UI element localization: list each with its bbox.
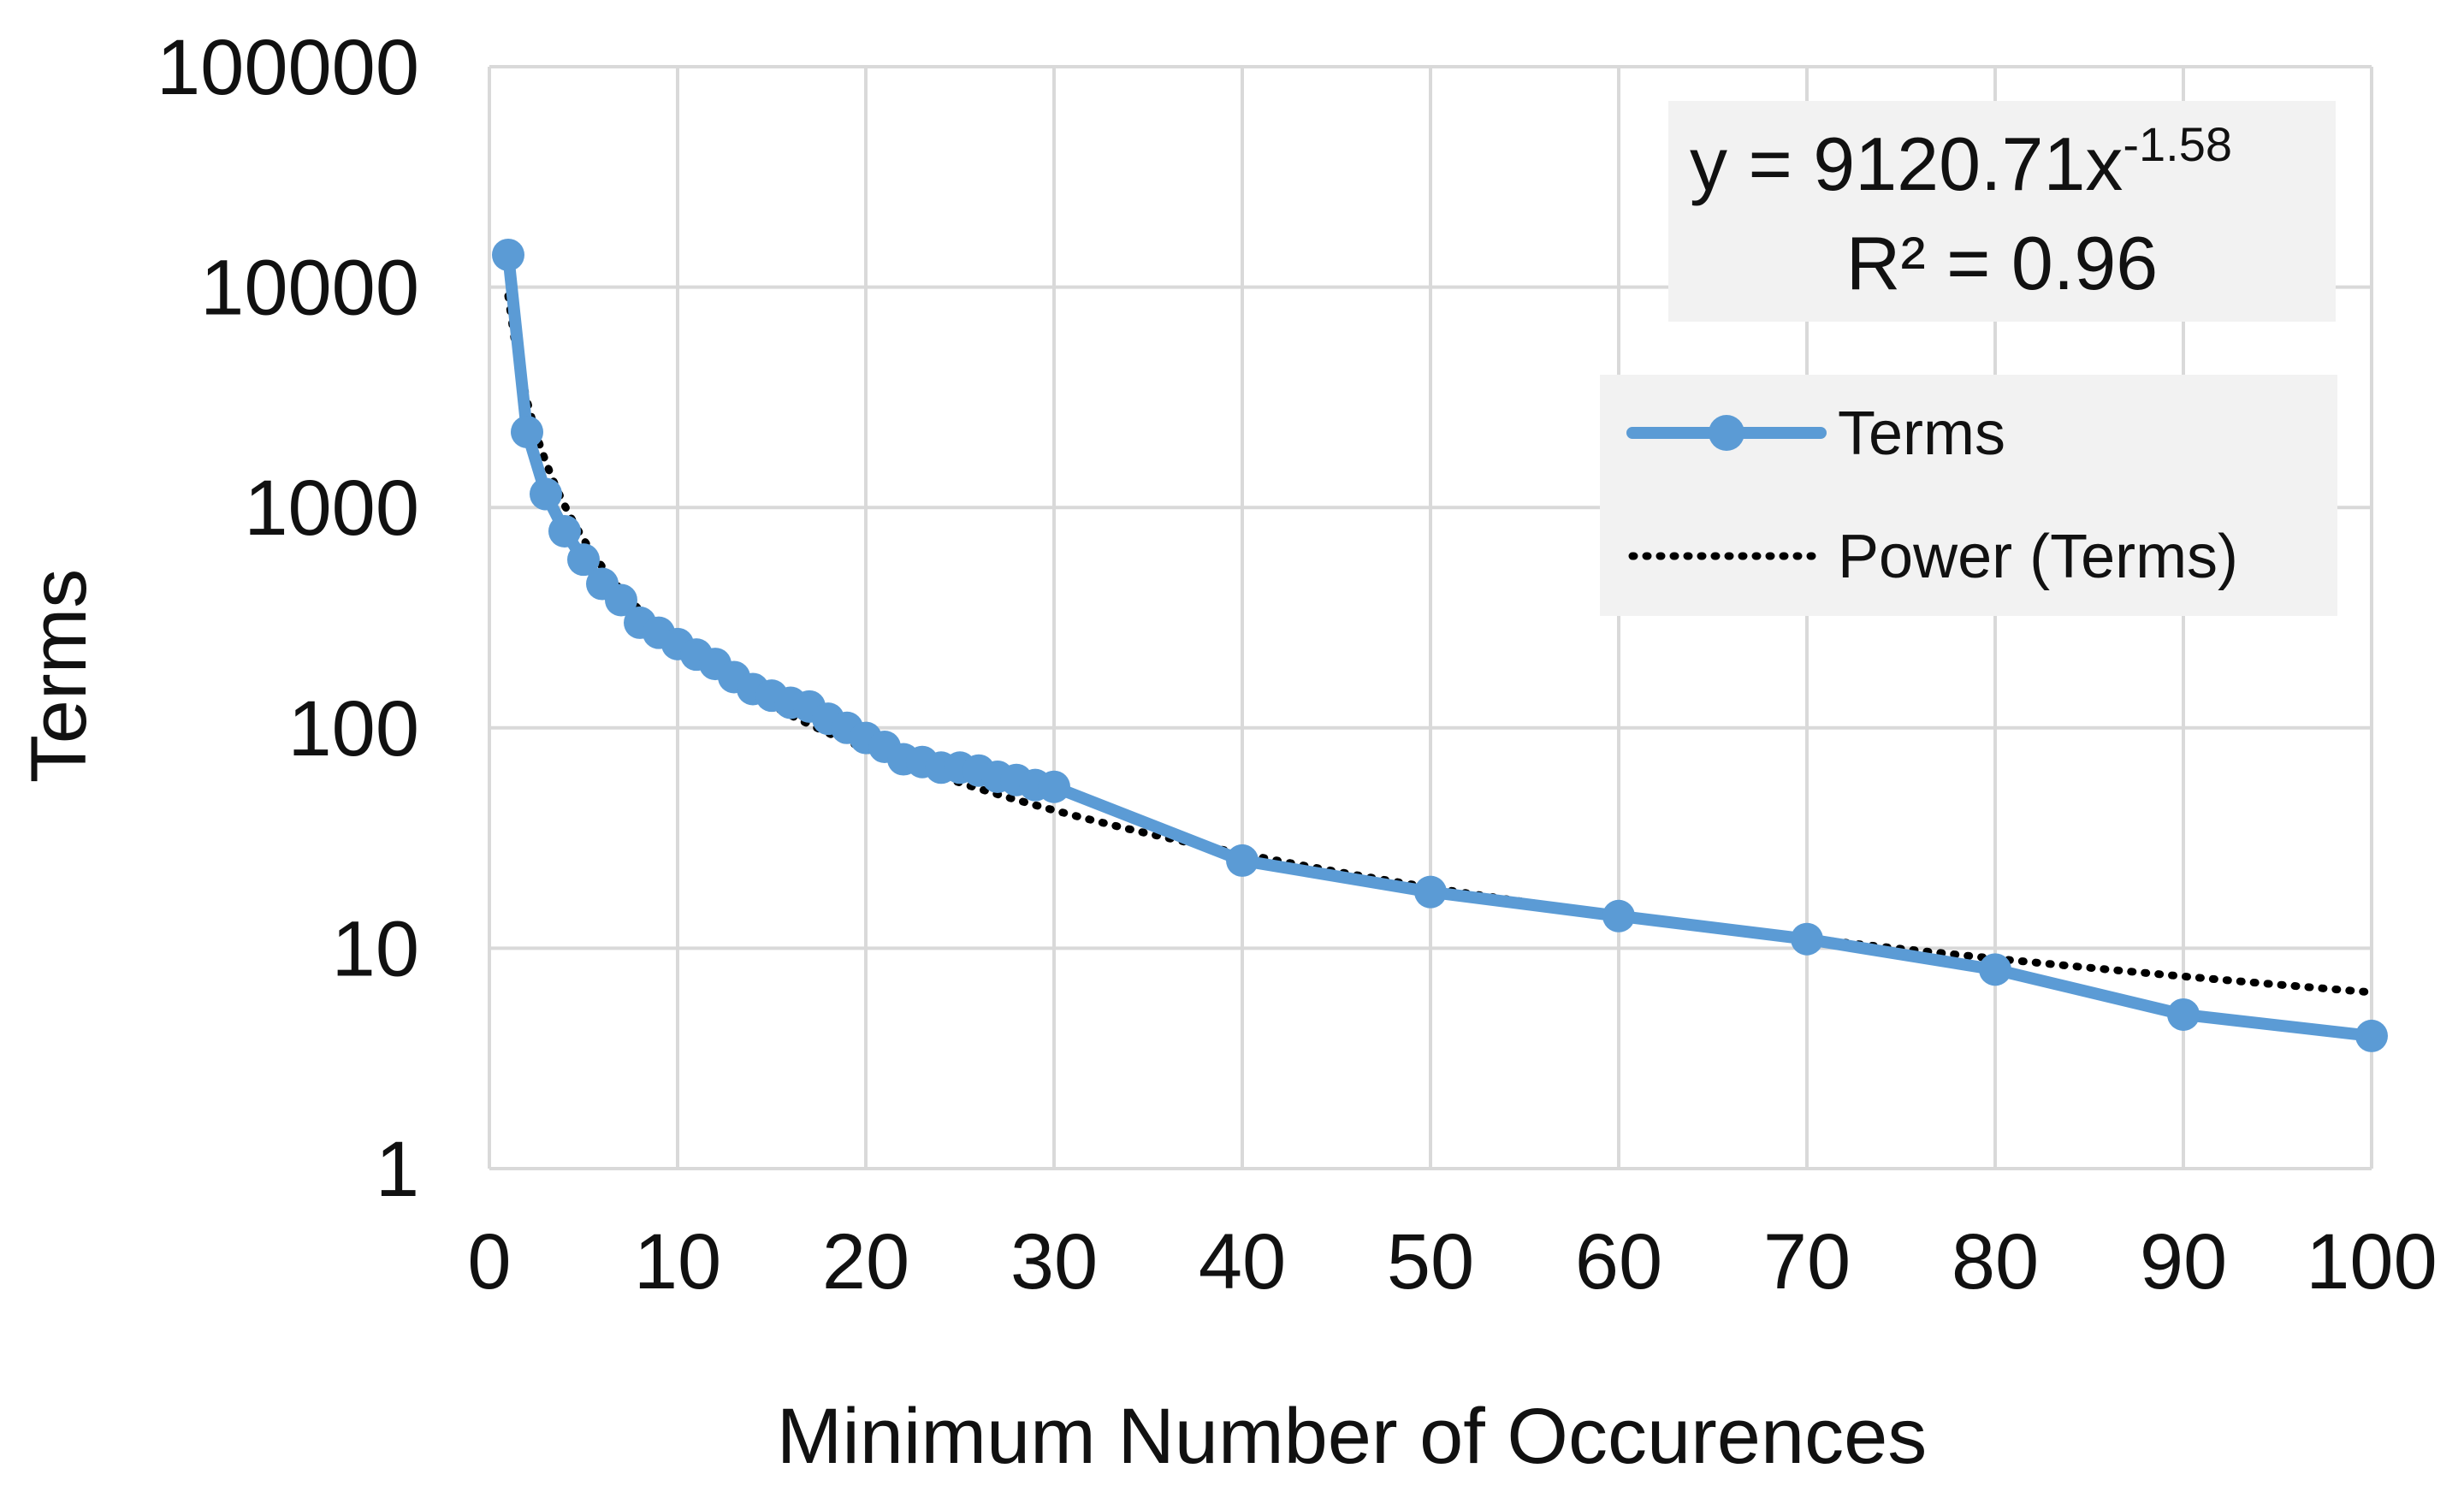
equation-background — [1668, 101, 2336, 322]
legend-terms-marker — [1709, 415, 1744, 451]
data-point — [1038, 770, 1070, 803]
legend-background — [1600, 375, 2337, 616]
legend: Terms Power (Terms) — [1600, 375, 2337, 616]
x-tick-label: 70 — [1763, 1218, 1851, 1305]
data-point — [2167, 998, 2200, 1031]
equation-line-2: R² = 0.96 — [1846, 221, 2158, 305]
x-tick-label: 20 — [822, 1218, 909, 1305]
y-tick-labels: 1 10 100 1000 10000 100000 — [157, 24, 419, 1213]
data-point — [1226, 844, 1259, 877]
series-terms — [492, 238, 2388, 1052]
x-tick-label: 0 — [467, 1218, 511, 1305]
data-point — [1979, 953, 2011, 986]
series-line — [502, 248, 2378, 1042]
x-tick-label: 80 — [1952, 1218, 2039, 1305]
x-tick-label: 30 — [1010, 1218, 1098, 1305]
data-point — [492, 238, 524, 271]
equation-exponent: -1.58 — [2123, 117, 2232, 171]
grid — [488, 65, 2373, 1170]
x-tick-label: 40 — [1199, 1218, 1286, 1305]
x-tick-label: 50 — [1387, 1218, 1474, 1305]
x-axis-title: Minimum Number of Occurences — [777, 1393, 1928, 1480]
legend-power-label: Power (Terms) — [1838, 523, 2238, 591]
data-point — [2355, 1019, 2388, 1052]
data-point — [567, 543, 600, 577]
x-tick-label: 10 — [634, 1218, 721, 1305]
y-tick-label: 100000 — [157, 24, 419, 111]
legend-terms-label: Terms — [1838, 400, 2005, 468]
data-point — [530, 477, 562, 511]
y-tick-label: 1 — [376, 1126, 419, 1213]
y-tick-label: 10000 — [200, 245, 419, 332]
x-tick-labels: 0 10 20 30 40 50 60 70 80 90 100 — [467, 1218, 2437, 1305]
trendline-equation-box: y = 9120.71x-1.58 R² = 0.96 — [1668, 101, 2336, 322]
y-tick-label: 10 — [332, 905, 419, 992]
data-point — [511, 415, 543, 448]
data-point — [1602, 899, 1635, 932]
data-point — [605, 583, 637, 617]
x-tick-label: 100 — [2306, 1218, 2437, 1305]
data-point — [548, 515, 581, 548]
equation-base: y = 9120.71x — [1690, 121, 2123, 206]
data-point — [1791, 922, 1823, 956]
y-tick-label: 100 — [288, 685, 420, 773]
y-tick-label: 1000 — [244, 465, 419, 552]
y-axis-title: Terms — [15, 569, 103, 783]
x-tick-label: 60 — [1575, 1218, 1662, 1305]
x-tick-label: 90 — [2140, 1218, 2227, 1305]
equation-line-1: y = 9120.71x-1.58 — [1690, 117, 2232, 206]
data-point — [1414, 875, 1447, 909]
